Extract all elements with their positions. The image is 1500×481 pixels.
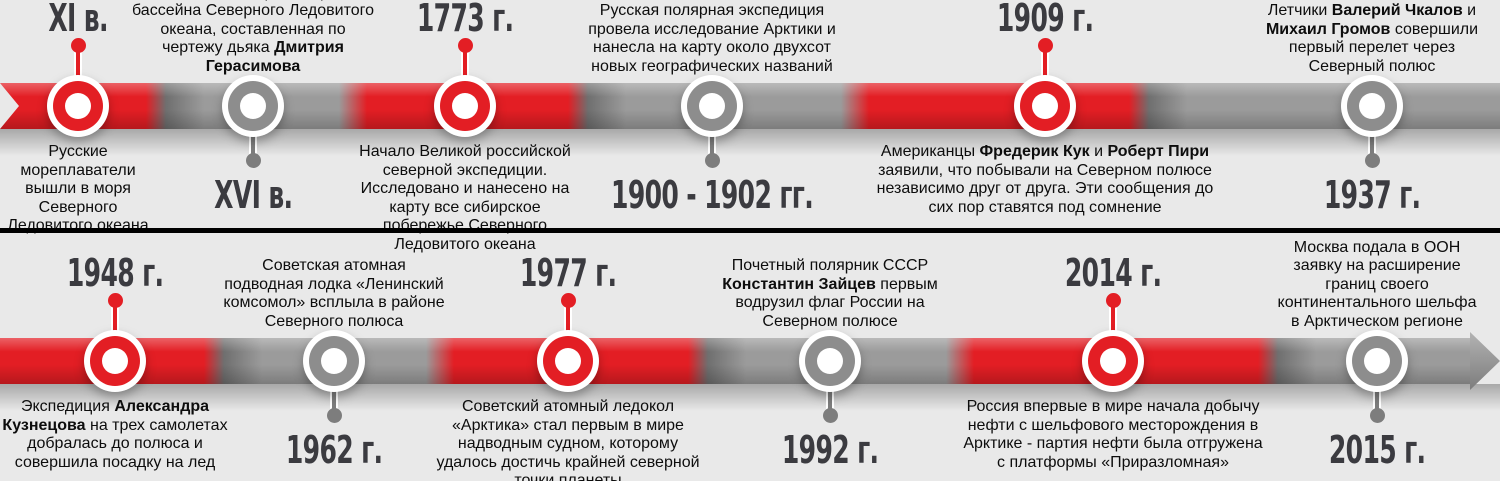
description-text: Почетный полярник СССР	[731, 257, 929, 274]
event-description-wrap: Почетный полярник СССР Константин Зайцев…	[670, 219, 990, 331]
connector-dot-icon	[108, 293, 123, 308]
event-date-wrap: 1992 г.	[670, 430, 990, 472]
description-text: первым водрузил флаг России на Северном …	[735, 275, 938, 330]
event-description: Советская атомная подводная лодка «Ленин…	[223, 257, 445, 331]
description-bold-text: Константин Зайцев	[722, 275, 876, 293]
event-date-wrap: 1962 г.	[174, 430, 494, 472]
event-date-wrap: 1977 г.	[408, 251, 728, 293]
event-date-wrap: 2015 г.	[1217, 430, 1500, 472]
connector-dot-icon	[561, 293, 576, 308]
event-date: 2015 г.	[1328, 428, 1426, 472]
timeline-band-bottom	[0, 338, 1474, 384]
connector-dot-icon	[1106, 293, 1121, 308]
event-date: 1977 г.	[519, 251, 617, 295]
event-date: 1948 г.	[66, 251, 164, 295]
row-divider	[0, 228, 1500, 233]
description-text: Москва подала в ООН заявку на расширение…	[1277, 238, 1477, 330]
event-description-wrap: Советская атомная подводная лодка «Ленин…	[193, 219, 475, 331]
event-description-wrap: Москва подала в ООН заявку на расширение…	[1245, 219, 1500, 331]
description-text: на трех самолетах добралась до полюса и …	[14, 416, 228, 471]
event-date: 2014 г.	[1064, 251, 1162, 295]
timeline-band-shadow	[0, 384, 1500, 411]
event-date-wrap: 2014 г.	[953, 251, 1273, 293]
event-description: Москва подала в ООН заявку на расширение…	[1275, 239, 1480, 332]
timeline-arrow-end-icon	[1470, 332, 1500, 390]
event-date: 1992 г.	[781, 428, 879, 472]
event-date-wrap: 1948 г.	[0, 251, 275, 293]
event-description: Почетный полярник СССР Константин Зайцев…	[700, 257, 960, 331]
event-date: 1962 г.	[285, 428, 383, 472]
description-text: Советская атомная подводная лодка «Ленин…	[223, 257, 445, 330]
